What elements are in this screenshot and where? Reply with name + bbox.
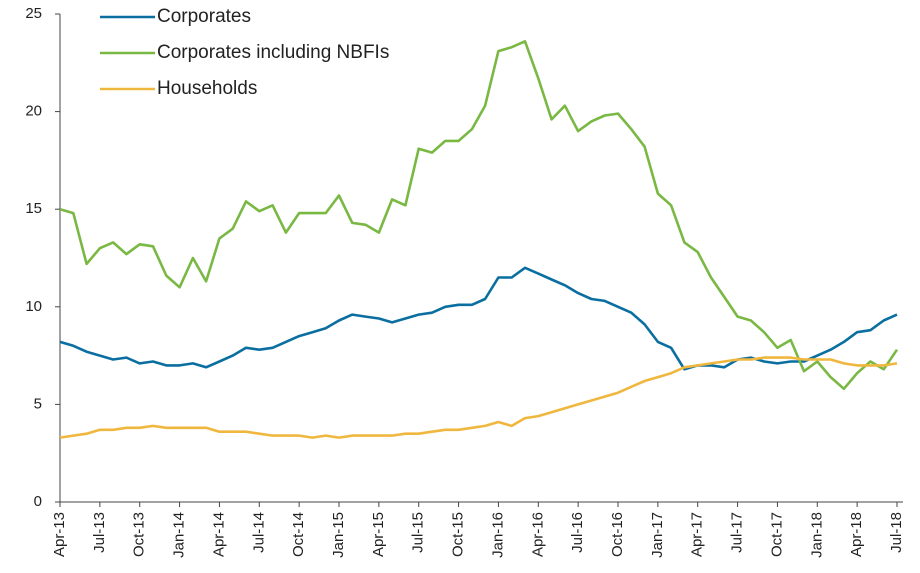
x-tick-label: Oct-15 — [450, 512, 467, 557]
legend-label: Corporates including NBFIs — [157, 42, 389, 63]
x-tick-label: Apr-17 — [689, 512, 706, 557]
x-tick-label: Apr-14 — [210, 512, 227, 557]
x-tick-label: Apr-15 — [370, 512, 387, 557]
y-tick-label: 0 — [34, 493, 42, 510]
x-tick-label: Jan-15 — [330, 512, 347, 558]
y-tick-label: 5 — [34, 395, 42, 412]
y-tick-label: 10 — [25, 298, 42, 315]
y-tick-label: 15 — [25, 200, 42, 217]
x-tick-label: Jul-17 — [729, 512, 746, 553]
x-tick-label: Oct-13 — [131, 512, 148, 557]
x-tick-label: Jan-18 — [808, 512, 825, 558]
y-tick-label: 25 — [25, 5, 42, 22]
legend-label: Corporates — [157, 6, 251, 27]
x-tick-label: Apr-16 — [529, 512, 546, 557]
series-line — [59, 266, 898, 371]
x-tick-label: Oct-14 — [290, 512, 307, 557]
x-tick-label: Oct-16 — [609, 512, 626, 557]
x-tick-label: Jan-16 — [489, 512, 506, 558]
legend-label: Households — [157, 78, 257, 99]
y-tick-label: 20 — [25, 103, 42, 120]
series-line — [59, 356, 898, 439]
x-tick-label: Jul-16 — [569, 512, 586, 553]
x-tick-label: Jul-14 — [250, 512, 267, 553]
x-tick-label: Apr-13 — [51, 512, 68, 557]
x-tick-label: Jan-14 — [171, 512, 188, 558]
x-tick-label: Jan-17 — [649, 512, 666, 558]
x-tick-label: Oct-17 — [768, 512, 785, 557]
x-tick-label: Jul-18 — [888, 512, 905, 553]
x-tick-label: Apr-18 — [848, 512, 865, 557]
x-tick-label: Jul-15 — [410, 512, 427, 553]
x-tick-label: Jul-13 — [91, 512, 108, 553]
series-line — [59, 40, 899, 391]
